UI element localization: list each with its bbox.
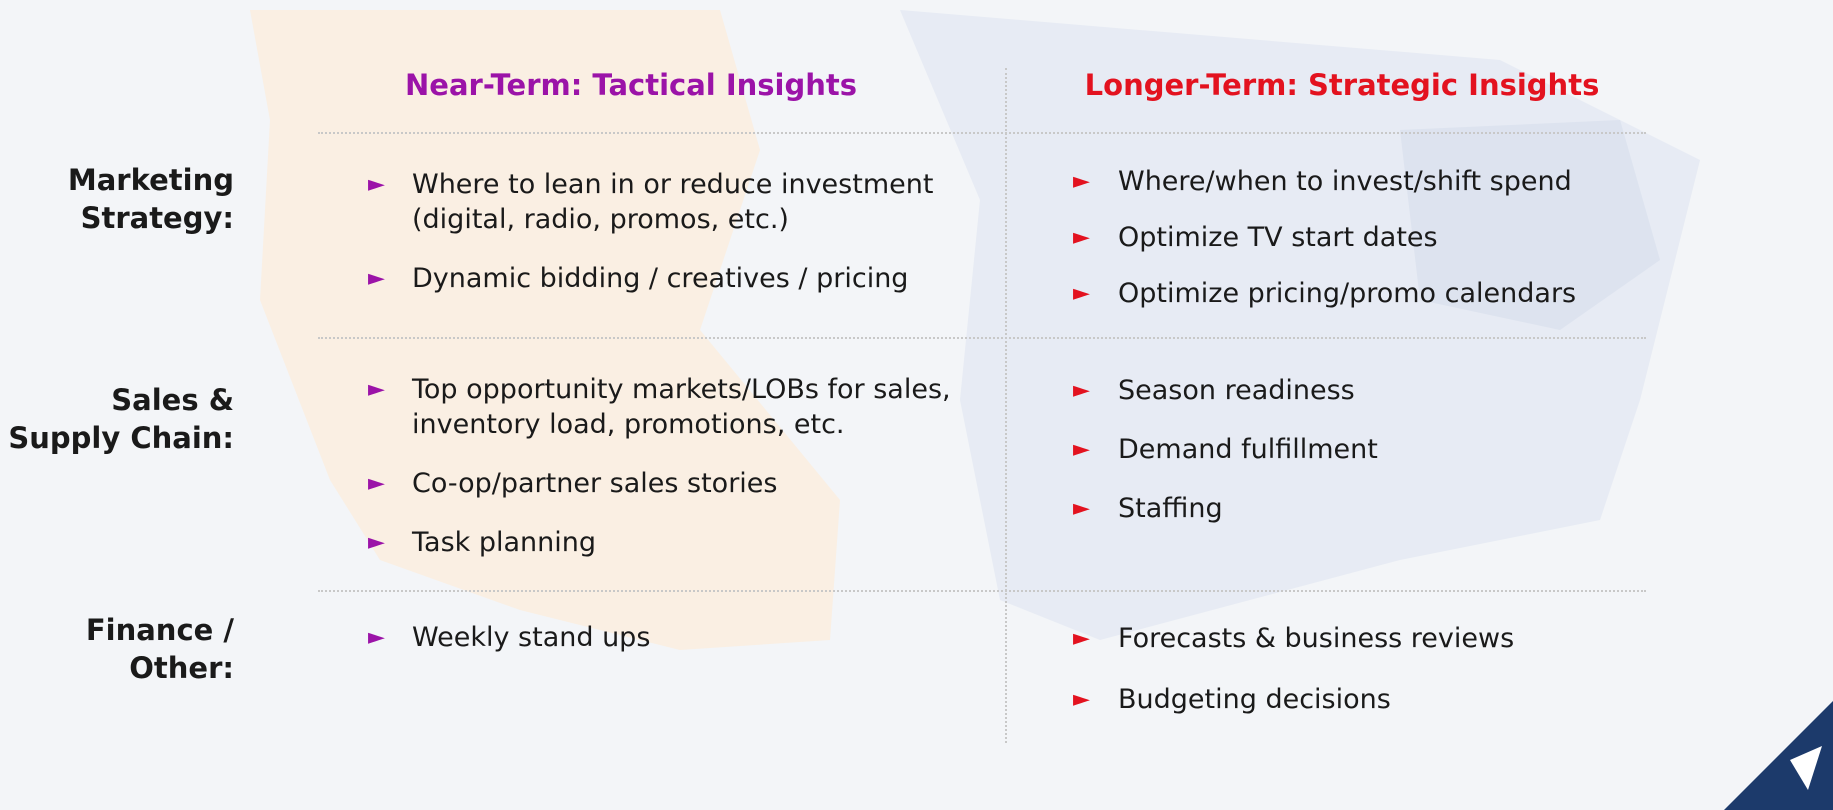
bullet-text: Optimize pricing/promo calendars — [1118, 278, 1577, 309]
bullet-icon: ► — [368, 172, 385, 197]
bullet-text: Staffing — [1118, 493, 1223, 524]
column-divider — [1005, 68, 1007, 743]
row-divider — [318, 337, 1646, 339]
bullet-text: Weekly stand ups — [412, 622, 651, 653]
bullet-text: Co-op/partner sales stories — [412, 468, 778, 499]
row-label: Marketing — [67, 163, 234, 197]
map-region-northeast — [1400, 120, 1660, 330]
bullet-text: Where to lean in or reduce investment — [412, 169, 934, 200]
row-label: Sales & — [111, 383, 234, 417]
bullet-text: inventory load, promotions, etc. — [412, 409, 845, 440]
row-divider — [318, 590, 1646, 592]
row-label: Finance / — [85, 613, 234, 647]
column-title: Longer-Term: Strategic Insights — [1084, 68, 1600, 102]
bullet-icon: ► — [368, 625, 385, 650]
bullet-icon: ► — [1073, 626, 1090, 651]
bullet-text: Task planning — [412, 527, 597, 558]
bullet-text: Season readiness — [1118, 375, 1355, 406]
bullet-text: (digital, radio, promos, etc.) — [412, 204, 789, 235]
row-divider — [318, 132, 1646, 134]
row-label: Other: — [129, 651, 234, 685]
bullet-icon: ► — [1073, 687, 1090, 712]
row-label: Strategy: — [80, 201, 234, 235]
bullet-icon: ► — [1073, 496, 1090, 521]
bullet-icon: ► — [1073, 437, 1090, 462]
row-label: Supply Chain: — [8, 421, 234, 455]
bullet-text: Demand fulfillment — [1118, 434, 1378, 465]
bullet-text: Budgeting decisions — [1118, 684, 1391, 715]
bullet-text: Top opportunity markets/LOBs for sales, — [412, 374, 951, 405]
column-title: Near-Term: Tactical Insights — [405, 68, 857, 102]
bullet-icon: ► — [368, 377, 385, 402]
bullet-text: Dynamic bidding / creatives / pricing — [412, 263, 909, 294]
bullet-icon: ► — [1073, 225, 1090, 250]
bullet-text: Forecasts & business reviews — [1118, 623, 1515, 654]
bullet-icon: ► — [368, 266, 385, 291]
bullet-icon: ► — [368, 471, 385, 496]
bullet-text: Optimize TV start dates — [1118, 222, 1438, 253]
bullet-icon: ► — [368, 530, 385, 555]
bullet-icon: ► — [1073, 281, 1090, 306]
bullet-icon: ► — [1073, 169, 1090, 194]
logo-mark — [1790, 746, 1822, 790]
bullet-icon: ► — [1073, 378, 1090, 403]
map-region-west — [250, 10, 840, 650]
bullet-text: Where/when to invest/shift spend — [1118, 166, 1572, 197]
